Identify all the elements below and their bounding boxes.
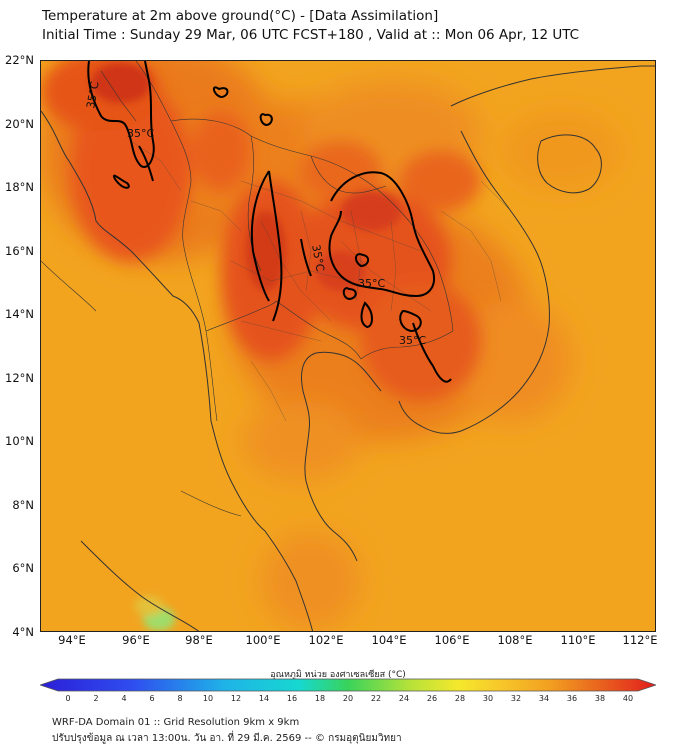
colorbar-tick-label: 34 [538, 694, 550, 703]
lon-label-112e: 112°E [622, 633, 658, 647]
contour-label-4: 35°C [358, 277, 385, 290]
lat-label-14n: 14°N [5, 307, 34, 321]
lon-label-104e: 104°E [371, 633, 407, 647]
lon-label-108e: 108°E [497, 633, 533, 647]
colorbar-tick-label: 8 [177, 694, 183, 703]
colorbar-tick-label: 24 [398, 694, 410, 703]
lat-label-10n: 10°N [5, 434, 34, 448]
colorbar-title: อุณหภูมิ หน่วย องศาเซลเซียส (°C) [270, 670, 406, 680]
temperature-map: 35°C 35°C 35°C 35°C 35°C [40, 60, 656, 632]
lon-label-98e: 98°E [185, 633, 213, 647]
lat-label-22n: 22°N [5, 53, 34, 67]
colorbar-tick-label: 20 [342, 694, 354, 703]
contour-labels: 35°C 35°C 35°C 35°C 35°C [84, 80, 426, 347]
map-subtitle: Initial Time : Sunday 29 Mar, 06 UTC FCS… [42, 27, 580, 43]
coastlines [41, 65, 655, 631]
colorbar-tick-label: 0 [65, 694, 71, 703]
lat-label-12n: 12°N [5, 371, 34, 385]
lat-label-16n: 16°N [5, 244, 34, 258]
cool-patch [135, 596, 175, 631]
contour-label-2: 35°C [127, 127, 154, 140]
lat-label-4n: 4°N [12, 625, 34, 639]
country-borders [41, 61, 454, 517]
lat-label-8n: 8°N [12, 498, 34, 512]
colorbar-tick-label: 30 [482, 694, 494, 703]
colorbar-tick-label: 32 [510, 694, 522, 703]
colorbar-tick-label: 40 [622, 694, 634, 703]
colorbar-tick-label: 6 [149, 694, 155, 703]
contour-label-3: 35°C [309, 244, 327, 273]
colorbar-tick-label: 10 [202, 694, 214, 703]
footer-domain-info: WRF-DA Domain 01 :: Grid Resolution 9km … [52, 717, 300, 728]
colorbar-tick-label: 2 [93, 694, 99, 703]
colorbar-tick-label: 18 [314, 694, 326, 703]
lon-label-110e: 110°E [560, 633, 596, 647]
lon-label-96e: 96°E [122, 633, 150, 647]
contour-35c [87, 61, 452, 383]
map-title: Temperature at 2m above ground(°C) - [Da… [42, 8, 439, 24]
lon-label-100e: 100°E [245, 633, 281, 647]
colorbar-tick-label: 38 [594, 694, 606, 703]
colorbar-tick-label: 4 [121, 694, 127, 703]
colorbar-tick-label: 16 [286, 694, 298, 703]
contour-label-5: 35°C [399, 334, 426, 347]
lon-label-102e: 102°E [308, 633, 344, 647]
colorbar-tick-label: 14 [258, 694, 270, 703]
map-canvas: 35°C 35°C 35°C 35°C 35°C [41, 61, 655, 631]
footer-update-info: ปรับปรุงข้อมูล ณ เวลา 13:00น. วัน อา. ที… [52, 733, 402, 744]
colorbar-tick-label: 36 [566, 694, 578, 703]
lon-label-106e: 106°E [434, 633, 470, 647]
colorbar-gradient [40, 678, 656, 692]
hottest-core-layer [91, 63, 401, 291]
colorbar [40, 678, 656, 692]
colorbar-tick-label: 26 [426, 694, 438, 703]
lat-label-6n: 6°N [12, 561, 34, 575]
lat-label-20n: 20°N [5, 117, 34, 131]
colorbar-tick-label: 12 [230, 694, 242, 703]
colorbar-tick-label: 28 [454, 694, 466, 703]
lon-label-94e: 94°E [58, 633, 86, 647]
contour-label-1: 35°C [84, 80, 102, 109]
colorbar-tick-label: 22 [370, 694, 382, 703]
lat-label-18n: 18°N [5, 180, 34, 194]
